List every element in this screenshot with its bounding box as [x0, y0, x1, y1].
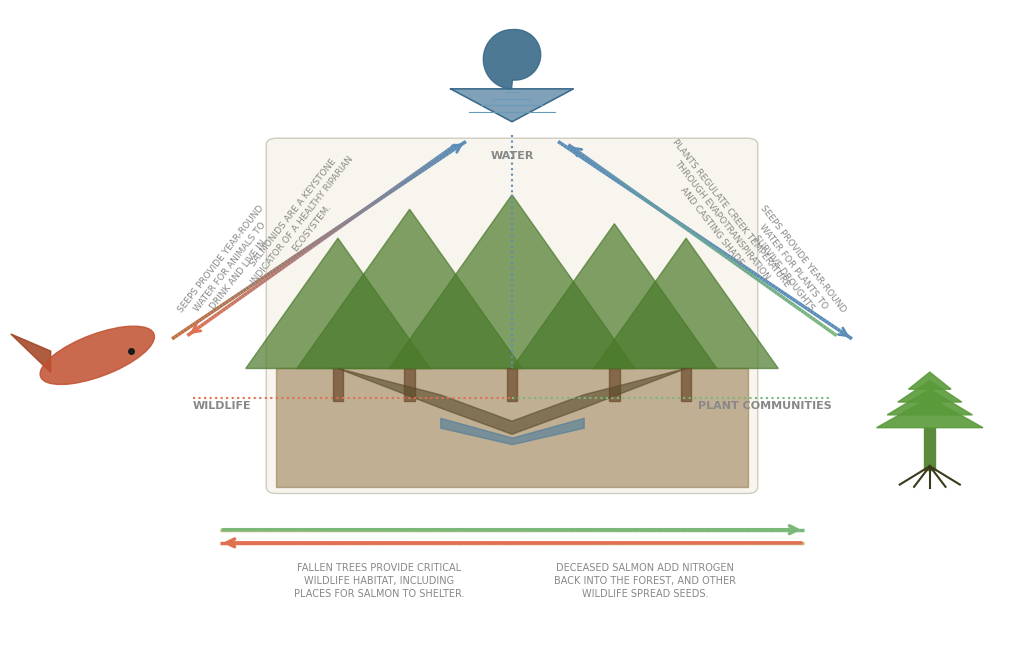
Polygon shape — [908, 372, 951, 389]
FancyBboxPatch shape — [266, 138, 758, 494]
Polygon shape — [333, 368, 343, 401]
Text: DECEASED SALMON ADD NITROGEN
BACK INTO THE FOREST, AND OTHER
WILDLIFE SPREAD SEE: DECEASED SALMON ADD NITROGEN BACK INTO T… — [554, 563, 736, 599]
Bar — [925, 428, 935, 470]
Polygon shape — [681, 368, 691, 401]
Polygon shape — [483, 30, 541, 89]
Polygon shape — [451, 89, 573, 122]
Polygon shape — [246, 238, 430, 368]
Polygon shape — [338, 368, 686, 434]
Text: WATER: WATER — [490, 151, 534, 161]
Polygon shape — [877, 397, 983, 428]
Polygon shape — [10, 334, 51, 372]
Polygon shape — [276, 368, 748, 487]
Text: SALMONIDS ARE A KEYSTONE
INDICATOR OF A HEALTHY RIPARIAN
ECOSYSTEM.: SALMONIDS ARE A KEYSTONE INDICATOR OF A … — [240, 147, 365, 293]
Polygon shape — [887, 389, 973, 415]
Text: SEEPS PROVIDE YEAR-ROUND
WATER FOR PLANTS TO
SURVIVE DROUGHTS.: SEEPS PROVIDE YEAR-ROUND WATER FOR PLANT… — [739, 204, 848, 329]
Polygon shape — [898, 380, 962, 402]
Text: FALLEN TREES PROVIDE CRITICAL
WILDLIFE HABITAT, INCLUDING
PLACES FOR SALMON TO S: FALLEN TREES PROVIDE CRITICAL WILDLIFE H… — [294, 563, 464, 599]
Ellipse shape — [40, 326, 155, 384]
Polygon shape — [512, 224, 717, 368]
Polygon shape — [404, 368, 415, 401]
Text: WILDLIFE: WILDLIFE — [193, 401, 251, 411]
Polygon shape — [297, 209, 522, 368]
Polygon shape — [594, 238, 778, 368]
Polygon shape — [609, 368, 620, 401]
Text: PLANTS REGULATE CREEK TEMPERATURE
THROUGH EVAPOTRANSPIRATION
AND CASTING SHADE.: PLANTS REGULATE CREEK TEMPERATURE THROUG… — [652, 138, 792, 303]
Text: PLANT COMMUNITIES: PLANT COMMUNITIES — [697, 401, 831, 411]
Polygon shape — [507, 368, 517, 401]
Text: SEEPS PROVIDE YEAR-ROUND
WATER FOR ANIMALS TO
DRINK AND LIVE IN.: SEEPS PROVIDE YEAR-ROUND WATER FOR ANIMA… — [176, 204, 285, 329]
Polygon shape — [389, 195, 635, 368]
